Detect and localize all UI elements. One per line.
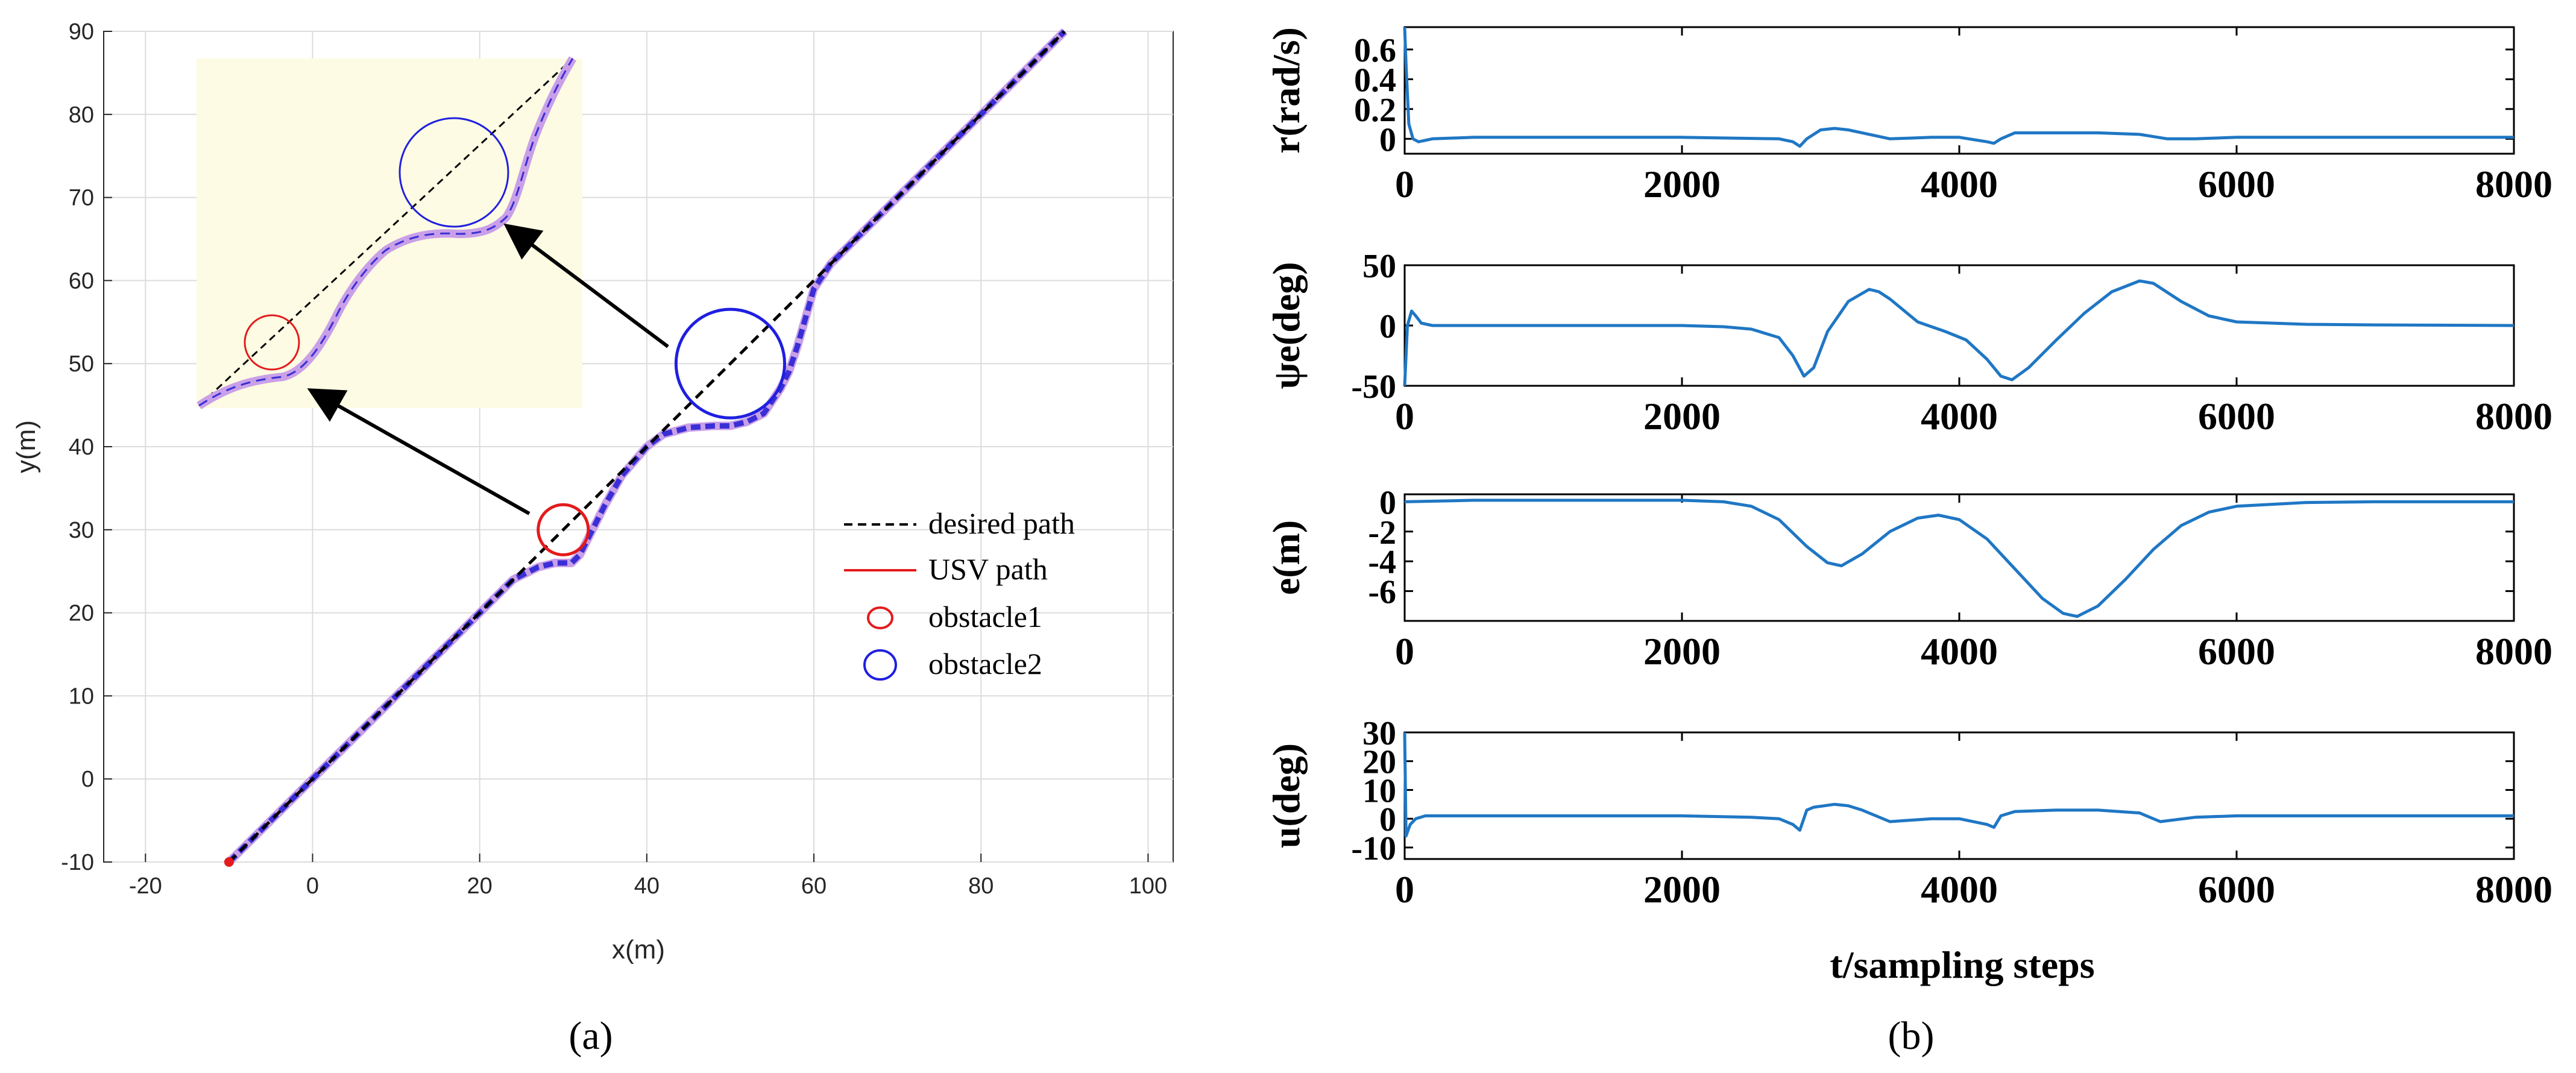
x-tick-label: 4000 [1921, 163, 1998, 206]
y-tick-label: 20 [1362, 744, 1396, 781]
y-tick-label: 20 [69, 601, 94, 626]
y-tick-label: -2 [1368, 514, 1396, 552]
y-tick-label: -4 [1368, 544, 1396, 581]
y-tick-label: 30 [1362, 715, 1396, 752]
x-tick-label: 4000 [1921, 395, 1998, 438]
y-tick-label: 0 [81, 767, 94, 792]
arrow-obstacle2 [503, 223, 669, 348]
legend-obstacle1: obstacle1 [928, 600, 1042, 634]
y-tick-label: -10 [1351, 830, 1396, 867]
y-tick-label: 70 [69, 186, 94, 211]
y-tick-label: 0.2 [1354, 92, 1396, 129]
rudder-ylabel: u(deg) [1265, 743, 1308, 848]
legend-usv-path: USV path [928, 552, 1048, 586]
cross-track-error-axes [1403, 493, 2515, 622]
y-tick-label: 10 [1362, 772, 1396, 810]
x-tick-label: 2000 [1643, 630, 1721, 673]
y-tick-label: 30 [69, 518, 94, 543]
x-tick-label: 20 [467, 873, 493, 899]
heading-error-ylabel: ψe(deg) [1265, 262, 1308, 389]
caption-b: (b) [1888, 1014, 1935, 1058]
y-tick-label: 90 [69, 19, 94, 45]
x-tick-label: 80 [968, 873, 994, 899]
heading-error-series [1403, 279, 2515, 386]
start-marker [224, 857, 234, 867]
x-tick-label: 6000 [2198, 630, 2275, 673]
path-plot-ylabel: y(m) [11, 420, 41, 473]
rudder-series [1403, 732, 2514, 838]
zoom-inset-background [197, 58, 582, 408]
y-tick-label: 0 [1379, 801, 1396, 839]
y-tick-label: -6 [1368, 574, 1396, 611]
yaw-rate-ylabel: r(rad/s) [1265, 27, 1308, 154]
y-tick-label: -10 [61, 850, 94, 875]
x-tick-label: -20 [129, 873, 162, 899]
x-tick-label: 8000 [2475, 163, 2552, 206]
x-tick-label: 0 [1395, 630, 1414, 673]
x-tick-label: 2000 [1643, 163, 1721, 206]
x-tick-label: 0 [306, 873, 319, 899]
x-tick-label: 40 [634, 873, 660, 899]
inset-obstacle2 [398, 117, 509, 228]
x-tick-label: 2000 [1643, 395, 1721, 438]
obstacle1 [537, 503, 590, 556]
legend-obstacle1-swatch [867, 606, 893, 629]
desired-path [228, 30, 1066, 863]
y-tick-label: 50 [69, 351, 94, 377]
x-tick-label: 6000 [2198, 868, 2275, 911]
x-tick-label: 60 [801, 873, 827, 899]
x-tick-label: 2000 [1643, 868, 1721, 911]
y-tick-label: 40 [69, 435, 94, 460]
x-tick-label: 8000 [2475, 868, 2552, 911]
x-tick-label: 0 [1395, 395, 1414, 438]
obstacle2 [674, 307, 787, 420]
y-tick-label: 50 [1362, 248, 1396, 285]
y-tick-label: 80 [69, 102, 94, 128]
path-plot-series [224, 28, 1068, 867]
inset-obstacle1 [244, 314, 300, 371]
cross-track-error-subplot: 0 2000 4000 6000 8000-6-4-20e(m) [1265, 484, 2552, 673]
usv-path [227, 29, 1066, 864]
y-tick-label: 10 [69, 684, 94, 709]
cross-track-error-ylabel: e(m) [1265, 520, 1308, 595]
path-plot-tick-labels: -20 0 20 40 60 80 100 -10 0 10 20 30 40 50 60 70 80 90 [61, 19, 1167, 899]
x-tick-label: 4000 [1921, 630, 1998, 673]
legend-desired-path: desired path [928, 506, 1075, 540]
y-tick-label: 0 [1379, 121, 1396, 159]
path-plot-xlabel: x(m) [612, 935, 665, 964]
legend-obstacle2-swatch [863, 649, 897, 681]
inset-desired-path [198, 57, 574, 407]
rudder-axes [1403, 731, 2515, 860]
y-tick-label: 0 [1379, 484, 1396, 521]
yaw-rate-series [1403, 27, 2514, 148]
legend-obstacle2: obstacle2 [928, 647, 1042, 681]
path-plot-legend: desired path USV path obstacle1 obstacle… [844, 506, 1075, 681]
y-tick-label: -50 [1351, 368, 1396, 406]
x-tick-label: 6000 [2198, 163, 2275, 206]
y-tick-label: 0.6 [1354, 32, 1396, 69]
zoom-inset [197, 56, 582, 409]
x-tick-label: 4000 [1921, 868, 1998, 911]
x-tick-label: 0 [1395, 163, 1414, 206]
x-tick-label: 0 [1395, 868, 1414, 911]
y-tick-label: 0.4 [1354, 61, 1396, 99]
caption-a: (a) [568, 1014, 613, 1058]
cross-track-error-series [1404, 499, 2514, 618]
x-tick-label: 6000 [2198, 395, 2275, 438]
inset-usv-line [198, 58, 574, 407]
x-tick-label: 100 [1129, 873, 1167, 899]
time-series-xlabel: t/sampling steps [1830, 943, 2094, 986]
y-tick-label: 0 [1379, 308, 1396, 345]
y-tick-label: 60 [69, 268, 94, 294]
x-tick-label: 8000 [2475, 395, 2552, 438]
arrow-obstacle1 [307, 388, 531, 515]
x-tick-label: 8000 [2475, 630, 2552, 673]
path-plot: -20 0 20 40 60 80 100 -10 0 10 20 30 40 50 60 70 80 90 x(… [11, 19, 1174, 1058]
yaw-rate-axes [1403, 26, 2515, 155]
